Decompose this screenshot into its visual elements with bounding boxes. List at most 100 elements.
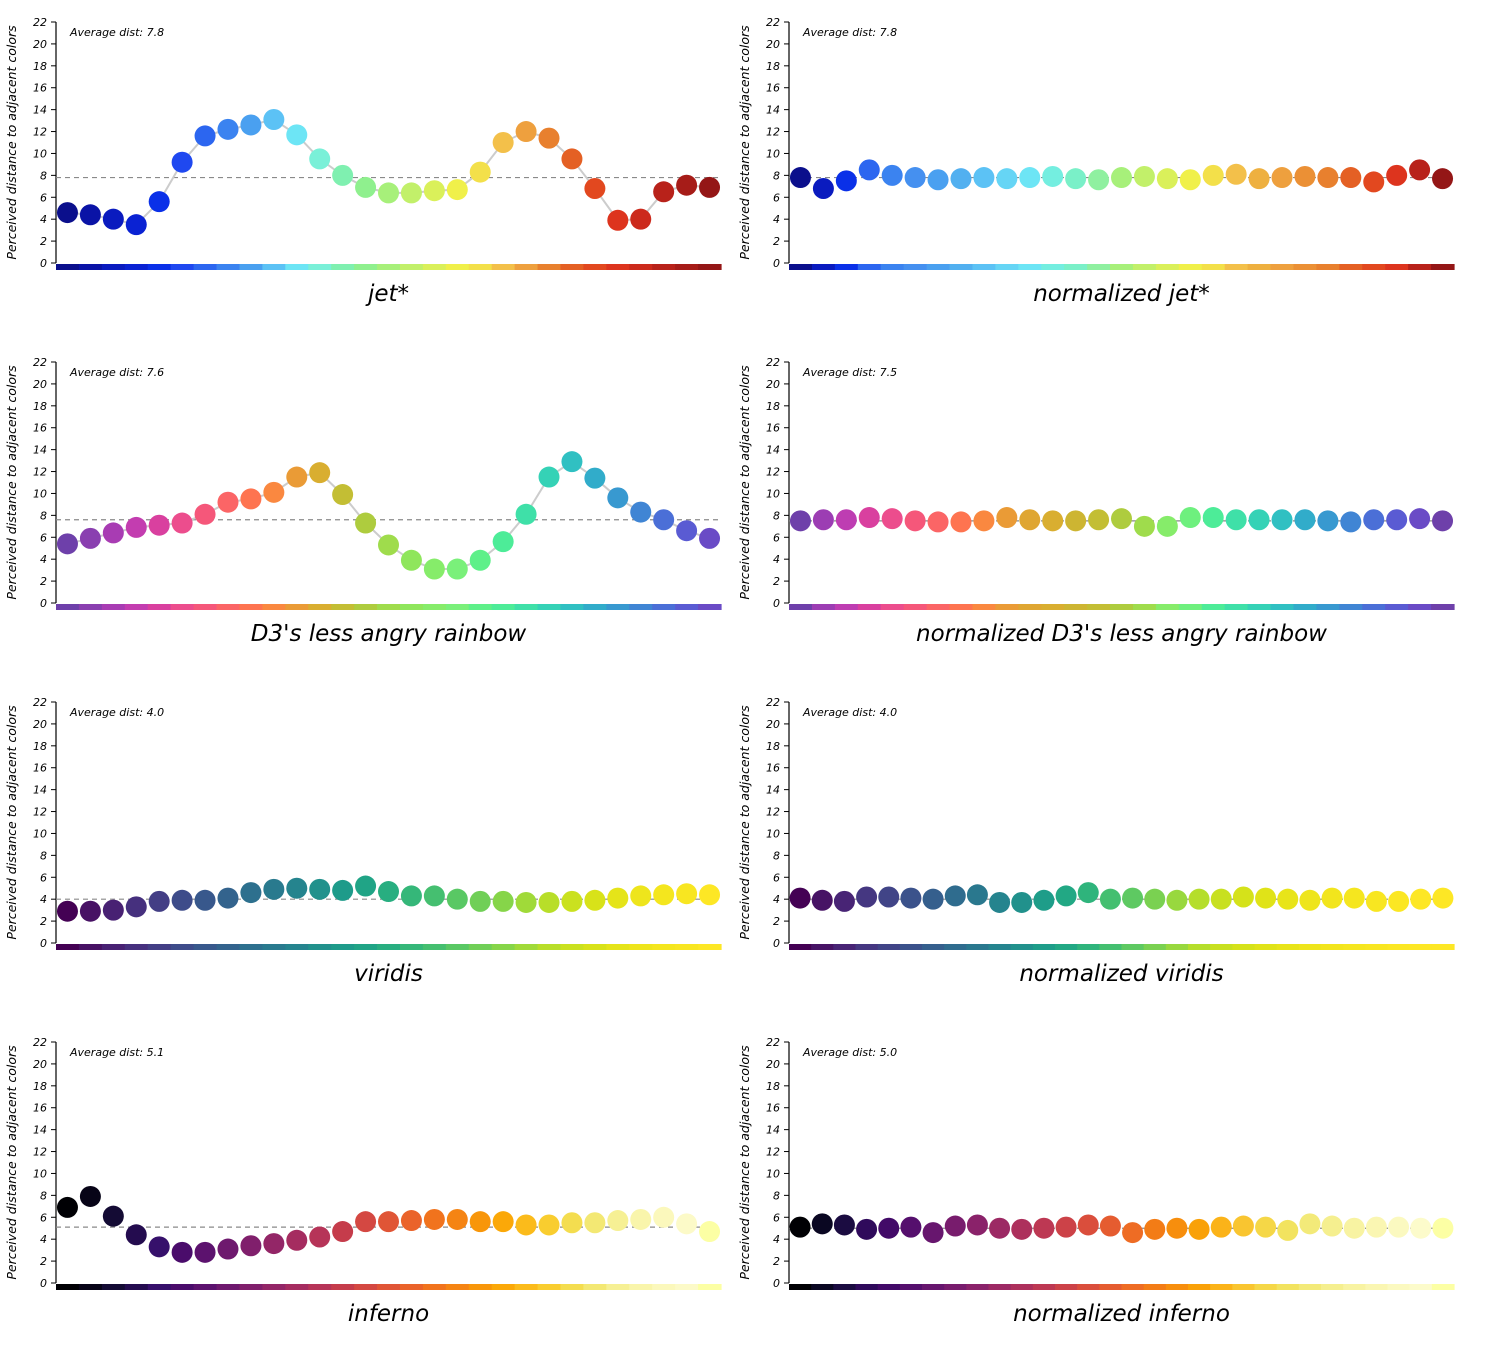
- y-tick-label: 6: [40, 871, 47, 884]
- colorbar-segment: [1155, 604, 1180, 610]
- data-point: [812, 509, 834, 531]
- y-tick-label: 20: [766, 718, 780, 731]
- colorbar-segment: [308, 264, 332, 270]
- colorbar-segment: [124, 1284, 149, 1290]
- y-tick-label: 14: [766, 104, 780, 117]
- data-point: [423, 558, 445, 580]
- data-point: [102, 208, 124, 230]
- y-tick-label: 16: [766, 1102, 780, 1115]
- average-distance-label: Average dist: 4.0: [802, 706, 897, 719]
- data-point: [171, 1241, 193, 1263]
- data-point: [789, 1216, 811, 1238]
- colorbar-segment: [1321, 944, 1344, 950]
- colorbar-segment: [1298, 1284, 1322, 1290]
- y-tick-label: 4: [773, 553, 780, 566]
- colorbar-segment: [1276, 944, 1300, 950]
- data-point: [332, 164, 354, 186]
- y-tick-label: 18: [766, 740, 780, 753]
- colorbar-segment: [147, 604, 172, 610]
- data-point: [263, 108, 285, 130]
- data-point: [1210, 1216, 1232, 1238]
- y-tick-label: 14: [33, 784, 47, 797]
- y-tick-label: 8: [773, 849, 780, 862]
- data-point: [950, 168, 972, 190]
- colorbar-segment: [1132, 604, 1157, 610]
- data-point: [989, 1217, 1011, 1239]
- y-tick-label: 14: [766, 444, 780, 457]
- y-tick-label: 6: [40, 531, 47, 544]
- data-point: [125, 516, 147, 538]
- y-tick-label: 2: [40, 235, 47, 248]
- y-tick-label: 4: [40, 893, 47, 906]
- data-point: [676, 883, 698, 905]
- colorbar-segment: [1055, 1284, 1078, 1290]
- colorbar-segment: [1188, 1284, 1211, 1290]
- colorbar-segment: [399, 604, 424, 610]
- colorbar-segment: [583, 264, 607, 270]
- y-tick-label: 10: [766, 1167, 780, 1180]
- colorbar-segment: [583, 604, 607, 610]
- colorbar-segment: [811, 604, 836, 610]
- data-point: [538, 127, 560, 149]
- colorbar-segment: [972, 264, 996, 270]
- data-point: [699, 1221, 721, 1243]
- y-tick-label: 10: [33, 1167, 47, 1180]
- colorbar-segment: [1210, 944, 1233, 950]
- colorbar-segment: [834, 264, 859, 270]
- colorbar-segment: [1018, 264, 1042, 270]
- colorbar-segment: [422, 1284, 447, 1290]
- data-point: [1133, 165, 1155, 187]
- data-point: [1432, 510, 1454, 532]
- colorbar-segment: [1165, 1284, 1189, 1290]
- colorbar-segment: [629, 604, 653, 610]
- data-point: [400, 182, 422, 204]
- data-point: [355, 512, 377, 534]
- data-point: [1248, 168, 1270, 190]
- data-point: [789, 510, 811, 532]
- data-point: [881, 508, 903, 530]
- colorbar-segment: [56, 944, 80, 950]
- y-tick-label: 20: [766, 1058, 780, 1071]
- colorbar-segment: [833, 1284, 857, 1290]
- colorbar-segment: [1041, 604, 1065, 610]
- data-point: [492, 132, 514, 153]
- colorbar-segment: [331, 944, 355, 950]
- colorbar-segment: [922, 944, 945, 950]
- data-point: [286, 877, 308, 899]
- data-point: [446, 179, 468, 201]
- data-point: [653, 181, 675, 203]
- y-tick-label: 22: [766, 356, 780, 369]
- y-tick-label: 22: [33, 1036, 47, 1049]
- data-point: [240, 114, 262, 136]
- y-tick-label: 6: [773, 1211, 780, 1224]
- data-point: [446, 558, 468, 580]
- data-point: [1277, 1219, 1299, 1241]
- colorbar-segment: [966, 944, 990, 950]
- data-point: [607, 487, 629, 509]
- data-point: [171, 512, 193, 534]
- colorbar-segment: [1431, 944, 1455, 950]
- colorbar-segment: [101, 604, 126, 610]
- colorbar-segment: [491, 604, 516, 610]
- data-point: [217, 1238, 239, 1260]
- colorbar-segment: [78, 944, 103, 950]
- data-point: [927, 169, 949, 191]
- data-point: [1166, 1217, 1188, 1239]
- data-point: [1432, 1217, 1454, 1239]
- colorbar-segment: [422, 604, 447, 610]
- y-tick-label: 0: [773, 937, 780, 950]
- data-point: [194, 503, 216, 525]
- colorbar-segment: [855, 1284, 879, 1290]
- colorbar-segment: [972, 604, 996, 610]
- colorbar-segment: [537, 944, 562, 950]
- y-tick-label: 8: [773, 169, 780, 182]
- y-tick-label: 10: [766, 827, 780, 840]
- colorbar-segment: [789, 264, 813, 270]
- colorbar-segment: [652, 604, 676, 610]
- y-tick-label: 4: [773, 893, 780, 906]
- colorbar-segment: [560, 264, 585, 270]
- colorbar-segment: [1064, 604, 1088, 610]
- y-tick-label: 0: [773, 597, 780, 610]
- data-point: [950, 511, 972, 533]
- colorbar-segment: [1165, 944, 1189, 950]
